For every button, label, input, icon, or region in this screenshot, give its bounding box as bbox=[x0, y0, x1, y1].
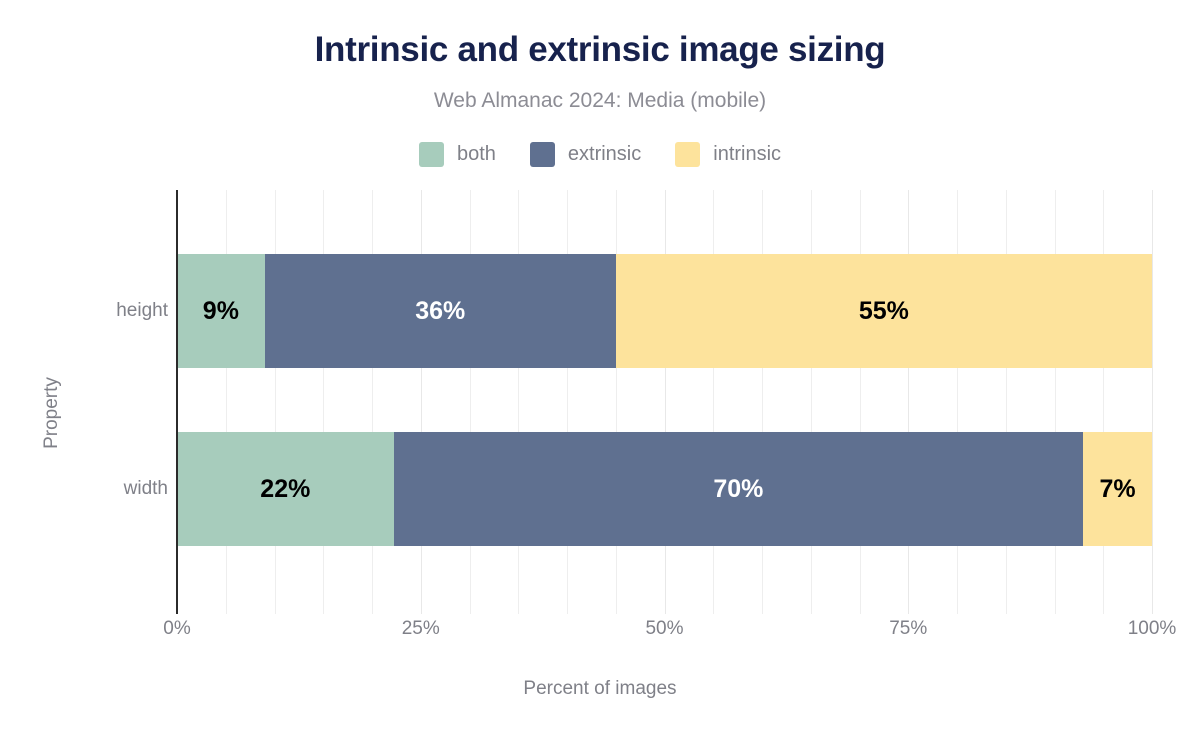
legend-label-extrinsic: extrinsic bbox=[567, 143, 642, 165]
bar-segment-height-both[interactable]: 9% bbox=[177, 254, 265, 368]
gridline bbox=[518, 190, 520, 614]
bar-label-height-both: 9% bbox=[202, 296, 239, 325]
gridline bbox=[323, 190, 325, 614]
gridline bbox=[859, 190, 861, 614]
chart-title: Intrinsic and extrinsic image sizing bbox=[314, 30, 886, 69]
legend-swatch-extrinsic bbox=[529, 142, 555, 167]
gridline bbox=[957, 190, 958, 614]
plot-area: 9% 36% 55% 22% 70% 7% bbox=[177, 190, 1153, 614]
gridline bbox=[1005, 190, 1007, 614]
x-axis-title: Percent of images bbox=[523, 678, 677, 699]
bar-label-width-intrinsic: 7% bbox=[1099, 474, 1136, 503]
gridlines bbox=[177, 190, 1153, 614]
y-tick-label-width: width bbox=[123, 478, 168, 499]
bar-segment-width-both[interactable]: 22% bbox=[177, 432, 394, 546]
bar-row-width[interactable]: 22% 70% 7% bbox=[177, 432, 1152, 546]
legend-item-both[interactable]: both bbox=[418, 142, 496, 167]
gridline bbox=[469, 190, 471, 614]
bar-label-width-extrinsic: 70% bbox=[713, 474, 764, 503]
chart-legend: both extrinsic intrinsic bbox=[0, 142, 1200, 167]
gridline bbox=[420, 190, 422, 614]
bar-label-height-intrinsic: 55% bbox=[858, 296, 909, 325]
bar-label-height-extrinsic: 36% bbox=[415, 296, 466, 325]
y-axis-line bbox=[176, 190, 178, 614]
legend-swatch-intrinsic bbox=[675, 142, 701, 167]
y-axis-title: Property bbox=[41, 377, 62, 449]
gridline bbox=[810, 190, 812, 614]
bar-label-width-both: 22% bbox=[260, 474, 311, 503]
gridline bbox=[908, 190, 910, 614]
legend-swatch-both bbox=[418, 142, 444, 167]
gridline bbox=[762, 190, 763, 614]
gridline bbox=[615, 190, 617, 614]
legend-label-intrinsic: intrinsic bbox=[713, 143, 782, 165]
gridline bbox=[567, 190, 568, 614]
gridline bbox=[664, 190, 666, 614]
x-tick-label: 100% bbox=[1127, 618, 1177, 639]
x-tick-label: 75% bbox=[889, 618, 928, 639]
legend-label-both: both bbox=[456, 143, 496, 165]
x-tick-label: 0% bbox=[163, 618, 191, 639]
bar-segment-height-intrinsic[interactable]: 55% bbox=[615, 254, 1152, 368]
gridline bbox=[713, 190, 715, 614]
x-tick-label: 50% bbox=[645, 618, 684, 639]
x-axis-ticks: 0% 25% 50% 75% 100% bbox=[163, 618, 1176, 648]
bar-segment-height-extrinsic[interactable]: 36% bbox=[264, 254, 616, 368]
legend-item-extrinsic[interactable]: extrinsic bbox=[529, 142, 642, 167]
bar-row-height[interactable]: 9% 36% 55% bbox=[177, 254, 1152, 368]
bar-segment-width-intrinsic[interactable]: 7% bbox=[1083, 432, 1152, 546]
bar-segment-width-extrinsic[interactable]: 70% bbox=[393, 432, 1084, 546]
x-tick-label: 25% bbox=[401, 618, 440, 639]
y-axis-ticks: height width bbox=[20, 0, 168, 742]
chart-subtitle: Web Almanac 2024: Media (mobile) bbox=[433, 89, 767, 112]
gridline bbox=[1103, 190, 1105, 614]
gridline bbox=[274, 190, 276, 614]
gridline bbox=[372, 190, 373, 614]
gridline bbox=[1054, 190, 1056, 614]
gridline bbox=[1152, 190, 1153, 614]
legend-item-intrinsic[interactable]: intrinsic bbox=[675, 142, 781, 167]
gridline bbox=[225, 190, 227, 614]
y-tick-label-height: height bbox=[116, 300, 168, 321]
